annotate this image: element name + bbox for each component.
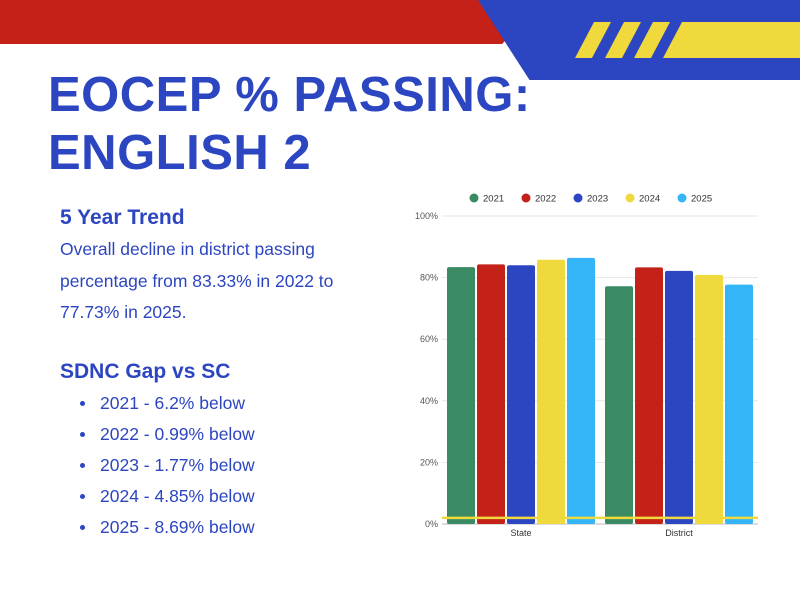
bar-2024-state [537,259,565,524]
page-title-line2: ENGLISH 2 [48,126,312,180]
bar-2021-district [605,286,633,524]
header-red-band [0,0,540,44]
page-title: EOCEP % PASSING: ENGLISH 2 [48,66,531,182]
x-tick-label: District [665,528,693,538]
gap-item-2025: 2025 - 8.69% below [80,514,255,545]
bar-2022-district [635,267,663,524]
y-tick-label: 60% [420,334,438,344]
y-tick-label: 20% [420,457,438,467]
legend-label-2022: 2022 [535,194,556,205]
gap-item-2021: 2021 - 6.2% below [80,390,255,421]
trend-text: Overall decline in district passing perc… [60,239,334,322]
bar-2024-district [695,274,723,524]
bar-2025-district [725,284,753,524]
legend-label-2021: 2021 [483,194,504,205]
x-tick-label: State [510,528,531,538]
stripe-decoration [575,22,800,58]
gap-list: 2021 - 6.2% below 2022 - 0.99% below 202… [80,390,255,545]
legend-label-2025: 2025 [691,194,712,205]
gap-item-2023: 2023 - 1.77% below [80,452,255,483]
legend-marker-2024 [625,193,635,203]
legend-label-2024: 2024 [639,194,660,205]
bar-2023-district [665,270,693,524]
bar-chart: 0% 20% 40% 60% 80% 100% State District 2021 2022 2… [415,193,758,538]
gap-item-2024: 2024 - 4.85% below [80,483,255,514]
legend-label-2023: 2023 [587,194,608,205]
y-tick-label: 80% [420,273,438,283]
bar-2023-state [507,265,535,524]
gap-item-2022: 2022 - 0.99% below [80,421,255,452]
y-tick-label: 100% [415,211,438,221]
legend-marker-2023 [573,193,583,203]
gap-heading: SDNC Gap vs SC [60,360,231,383]
legend-marker-2022 [521,193,531,203]
trend-heading: 5 Year Trend [60,206,185,229]
legend-marker-2021 [469,193,479,203]
y-tick-label: 0% [425,519,438,529]
page-title-line1: EOCEP % PASSING: [48,68,531,122]
bar-2022-state [477,264,505,524]
y-tick-label: 40% [420,396,438,406]
bar-2025-state [567,257,595,524]
bar-2021-state [447,267,475,524]
legend-marker-2025 [677,193,687,203]
